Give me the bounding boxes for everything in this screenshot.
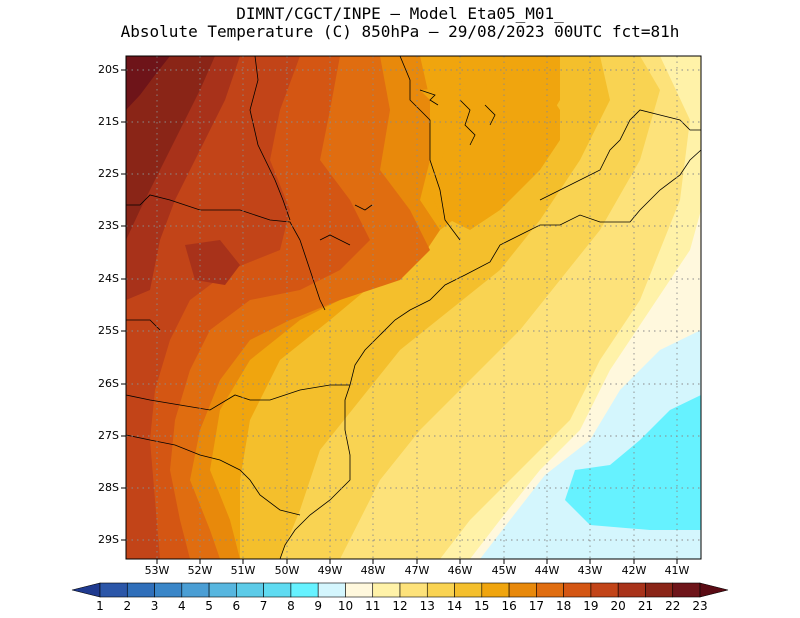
- colorbar-swatch: [126, 582, 155, 598]
- y-tick-label: 22S: [98, 167, 119, 180]
- y-tick-label: 29S: [98, 533, 119, 546]
- x-tick-label: 53W: [144, 564, 170, 577]
- map-frame: [125, 55, 702, 560]
- colorbar-tick-label: 11: [365, 599, 381, 613]
- colorbar-swatch: [372, 582, 401, 598]
- x-tick-label: 42W: [621, 564, 647, 577]
- colorbar-swatch: [426, 582, 455, 598]
- colorbar-swatch: [645, 582, 674, 598]
- reservoir-3: [484, 104, 496, 126]
- colorbar-swatch: [454, 582, 483, 598]
- colorbar-tick-label: 16: [501, 599, 517, 613]
- x-tick-label: 44W: [534, 564, 560, 577]
- field-warm-patch: [185, 240, 240, 285]
- y-tick-label: 28S: [98, 481, 119, 494]
- colorbar-swatch: [399, 582, 428, 598]
- reservoir-1: [419, 89, 439, 106]
- colorbar-swatch: [672, 582, 701, 598]
- colorbar-swatch: [345, 582, 374, 598]
- colorbar-swatch: [508, 582, 537, 598]
- colorbar-tick-label: 13: [419, 599, 435, 613]
- axis-ticks: [121, 69, 678, 564]
- colorbar-swatch: [263, 582, 292, 598]
- colorbar-swatch: [481, 582, 510, 598]
- colorbar-tick-label: 21: [637, 599, 654, 613]
- colorbar-tick-label: 6: [232, 599, 241, 613]
- colorbar-swatch: [99, 582, 128, 598]
- colorbar-tick-label: 8: [287, 599, 295, 613]
- colorbar-tick-label: 18: [555, 599, 572, 613]
- field-23c: [126, 56, 170, 110]
- reservoir-4: [319, 234, 351, 246]
- colorbar-tick-label: 19: [583, 599, 599, 613]
- y-tick-label: 27S: [98, 429, 119, 442]
- colorbar-swatch: [236, 582, 264, 598]
- y-tick-label: 24S: [98, 272, 119, 285]
- colorbar-swatch: [536, 582, 564, 598]
- colorbar-swatch: [154, 582, 183, 598]
- reservoir-2: [459, 99, 476, 146]
- x-tick-label: 41W: [664, 564, 690, 577]
- colorbar-tick-label: 9: [314, 599, 322, 613]
- chart-title-line-1: DIMNT/CGCT/INPE – Model Eta05_M01_: [236, 4, 564, 23]
- x-tick-label: 50W: [274, 564, 300, 577]
- colorbar-tick-label: 1: [96, 599, 104, 613]
- colorbar-tick-label: 12: [392, 599, 408, 613]
- colorbar-tick-label: 14: [446, 599, 463, 613]
- field-9c: [565, 395, 701, 530]
- colorbar-swatch: [290, 582, 319, 598]
- y-tick-label: 23S: [98, 219, 119, 232]
- colorbar-swatch: [181, 582, 210, 598]
- colorbar-swatch: [563, 582, 592, 598]
- colorbar-tick-label: 20: [610, 599, 626, 613]
- colorbar-tick-label: 23: [692, 599, 708, 613]
- x-tick-label: 52W: [187, 564, 213, 577]
- reservoir-5: [354, 204, 373, 211]
- lat-lon-grid: [126, 56, 701, 559]
- border-ms-sp: [249, 56, 291, 221]
- x-tick-label: 47W: [404, 564, 430, 577]
- colorbar-swatch: [208, 582, 237, 598]
- colorbar-min-arrow: [71, 582, 101, 598]
- y-tick-label: 25S: [98, 324, 119, 337]
- colorbar-tick-label: 15: [474, 599, 490, 613]
- colorbar-tick-label: 10: [337, 599, 354, 613]
- colorbar-swatch: [617, 582, 646, 598]
- border-sp-pr: [126, 194, 326, 311]
- y-tick-label: 20S: [98, 63, 119, 76]
- y-tick-label: 26S: [98, 377, 119, 390]
- colorbar-tick-label: 5: [205, 599, 213, 613]
- x-tick-label: 51W: [230, 564, 256, 577]
- colorbar-max-arrow: [699, 582, 729, 598]
- field-coast-tongue: [420, 80, 560, 230]
- colorbar-tick-label: 17: [528, 599, 544, 613]
- border-sc-rs: [126, 434, 301, 516]
- x-tick-label: 48W: [360, 564, 386, 577]
- colorbar-tick-label: 22: [665, 599, 681, 613]
- chart-title-line-2: Absolute Temperature (C) 850hPa – 29/08/…: [120, 22, 680, 41]
- x-tick-label: 49W: [317, 564, 343, 577]
- border-sp-mg: [399, 56, 461, 241]
- colorbar-swatch: [590, 582, 619, 598]
- colorbar-tick-label: 2: [123, 599, 132, 613]
- x-tick-label: 45W: [491, 564, 517, 577]
- colorbar-swatch: [317, 582, 346, 598]
- border-pr-sc: [126, 384, 350, 411]
- colorbar-tick-label: 7: [259, 599, 268, 613]
- temperature-field: [126, 56, 701, 559]
- x-tick-label: 43W: [577, 564, 603, 577]
- colorbar-tick-label: 4: [177, 599, 186, 613]
- x-tick-label: 46W: [447, 564, 473, 577]
- field-22c: [126, 56, 215, 240]
- colorbar-tick-label: 3: [150, 599, 159, 613]
- coastline: [279, 149, 701, 559]
- y-tick-label: 21S: [98, 115, 119, 128]
